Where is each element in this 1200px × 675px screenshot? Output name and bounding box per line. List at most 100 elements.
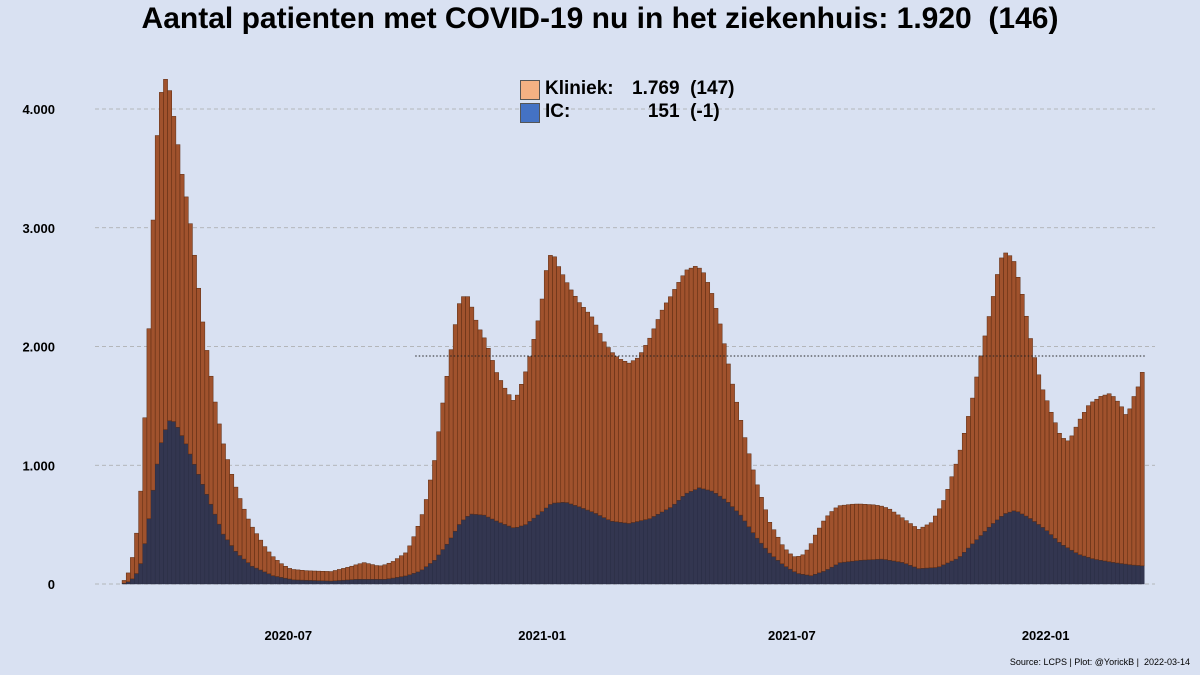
kliniek-bar <box>850 503 855 562</box>
kliniek-bar <box>862 504 868 561</box>
kliniek-bar <box>121 580 127 584</box>
ic-bar <box>266 573 272 585</box>
ic-bar <box>1098 560 1104 585</box>
kliniek-bar <box>945 489 951 564</box>
ic-bar <box>808 575 814 585</box>
ic-bar <box>502 524 508 585</box>
legend-label-ic: IC: <box>545 101 571 122</box>
ic-bar <box>461 519 466 585</box>
kliniek-bar <box>283 566 288 579</box>
ic-bar <box>274 576 280 585</box>
kliniek-bar <box>498 380 504 524</box>
kliniek-bar <box>825 515 831 570</box>
kliniek-bar <box>891 511 897 562</box>
ic-bar <box>837 562 843 585</box>
kliniek-bar <box>1102 394 1108 562</box>
y-axis: 0 1.000 2.000 3.000 4.000 <box>22 102 55 592</box>
ic-bar <box>196 474 201 585</box>
ic-bar <box>366 579 371 585</box>
kliniek-bar <box>672 289 677 505</box>
ic-bar <box>568 503 574 585</box>
ic-bar <box>419 569 425 585</box>
y-tick-label: 2.000 <box>22 340 55 355</box>
ic-bar <box>477 514 483 585</box>
ic-bar <box>891 560 897 585</box>
ic-bar <box>1123 563 1128 585</box>
kliniek-bar <box>622 360 628 524</box>
ic-bar <box>287 578 292 585</box>
ic-bar <box>283 577 288 585</box>
kliniek-bar <box>274 560 280 577</box>
kliniek-bar <box>812 534 818 575</box>
ic-bar <box>415 571 421 585</box>
kliniek-bar <box>763 509 768 549</box>
ic-bar <box>1131 564 1137 585</box>
ic-bar <box>717 495 723 585</box>
ic-bar <box>386 578 392 585</box>
kliniek-bar <box>1069 435 1075 551</box>
kliniek-bar <box>1090 401 1095 559</box>
ic-bar <box>378 579 384 585</box>
kliniek-bar <box>254 533 259 569</box>
kliniek-bar <box>548 255 553 505</box>
ic-bar <box>630 522 636 585</box>
ic-bar <box>1073 552 1079 585</box>
kliniek-bar <box>514 394 520 528</box>
ic-bar <box>295 579 301 585</box>
kliniek-bar <box>957 449 963 557</box>
kliniek-bar <box>432 460 437 561</box>
kliniek-bar <box>986 316 992 528</box>
bar-series <box>121 79 1145 585</box>
kliniek-bar <box>606 347 611 520</box>
ic-bar <box>490 518 495 585</box>
kliniek-bar <box>1123 414 1129 565</box>
ic-bar <box>237 555 243 585</box>
ic-bar <box>1139 565 1145 585</box>
ic-bar <box>1011 510 1017 585</box>
ic-bar <box>957 556 963 585</box>
ic-bar <box>436 554 441 585</box>
ic-bar <box>962 552 967 585</box>
kliniek-bar <box>477 329 483 516</box>
ic-bar <box>664 509 669 585</box>
ic-bar <box>597 515 603 585</box>
ic-bar <box>721 498 727 585</box>
kliniek-bar <box>767 522 773 554</box>
kliniek-bar <box>883 507 888 560</box>
x-tick-label: 2021-01 <box>518 628 566 643</box>
ic-bar <box>498 522 504 585</box>
kliniek-bar <box>353 564 359 580</box>
ic-bar <box>328 580 334 585</box>
kliniek-bar <box>639 352 644 521</box>
ic-bar <box>759 542 764 585</box>
kliniek-bar <box>341 568 346 581</box>
kliniek-bar <box>539 298 545 512</box>
ic-bar <box>829 566 835 585</box>
ic-bar <box>974 539 979 585</box>
kliniek-bar <box>337 569 342 581</box>
ic-bar <box>150 489 156 585</box>
kliniek-bar <box>572 295 578 506</box>
ic-bar <box>548 504 553 585</box>
kliniek-bar <box>175 144 181 428</box>
ic-bar <box>821 571 826 585</box>
kliniek-bar <box>1065 440 1071 548</box>
kliniek-bar <box>490 360 495 520</box>
ic-bar <box>639 520 644 585</box>
kliniek-bar <box>1139 372 1145 567</box>
ic-bar <box>1127 564 1133 585</box>
kliniek-bar <box>928 522 934 569</box>
kliniek-bar <box>912 526 917 568</box>
ic-bar <box>1094 559 1099 585</box>
ic-bar <box>465 516 470 585</box>
kliniek-bar <box>999 257 1004 517</box>
ic-bar <box>1019 513 1025 585</box>
ic-bar <box>995 519 1000 585</box>
kliniek-bar <box>245 518 251 563</box>
kliniek-bar <box>270 556 276 576</box>
ic-bar <box>171 421 177 585</box>
ic-bar <box>523 524 528 585</box>
ic-bar <box>506 525 512 585</box>
ic-bar <box>846 561 851 585</box>
ic-bar <box>854 560 859 585</box>
